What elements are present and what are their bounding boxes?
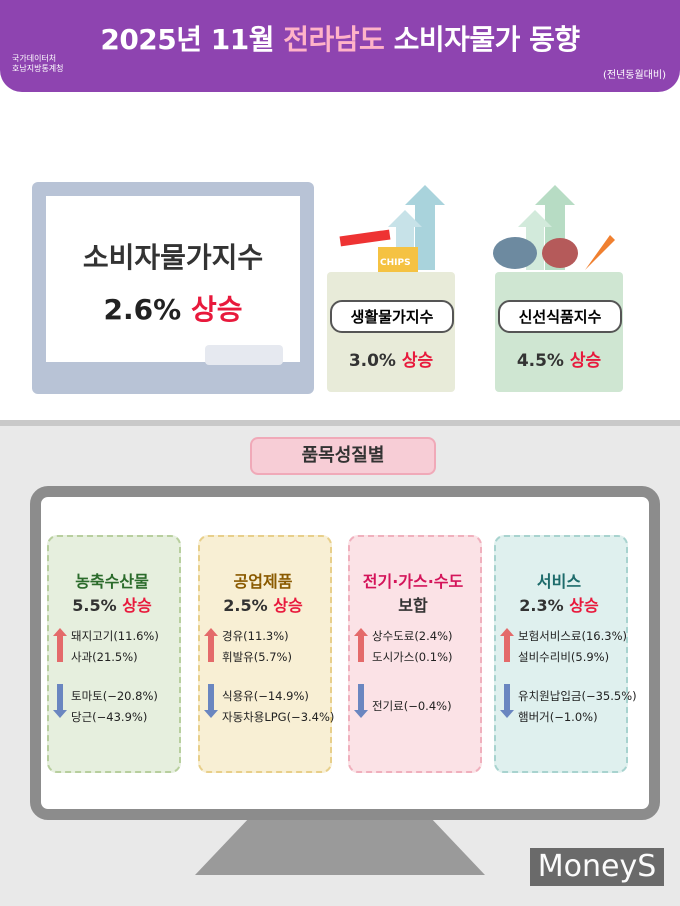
agency-line: 호남지방통계청 — [12, 64, 64, 73]
down-arrow — [354, 684, 368, 718]
group-name: 공업제품 — [233, 572, 293, 591]
whiteboard-surface — [46, 196, 300, 362]
group-value: 2.3% 상승 — [494, 592, 624, 616]
up-item: 사과(21.5%) — [71, 650, 138, 664]
agency: 국가데이터처 호남지방통계청 — [12, 54, 64, 74]
group-value: 2.5% 상승 — [198, 592, 328, 616]
title-date: 2025년 11월 — [100, 23, 275, 56]
header-band — [0, 0, 680, 92]
ticket — [198, 535, 332, 773]
fresh-rate: 4.5% — [516, 351, 564, 371]
down-item: 자동차용LPG(−3.4%) — [222, 710, 335, 724]
fresh-value: 4.5% 상승 — [489, 346, 629, 371]
watermark: MoneyS — [530, 848, 664, 886]
down-item: 햄버거(−1.0%) — [518, 710, 598, 724]
group-trend: 상승 — [273, 596, 303, 615]
up-item: 휘발유(5.7%) — [222, 650, 292, 664]
up-item: 도시가스(0.1%) — [372, 650, 453, 664]
up-item: 보험서비스료(16.3%) — [518, 629, 627, 643]
down-arrow — [204, 684, 218, 718]
down-item: 토마토(−20.8%) — [71, 689, 158, 703]
title: 2025년 11월 전라남도 소비자물가 동향 — [0, 18, 680, 58]
group-name: 서비스 — [536, 572, 582, 591]
agency-line: 국가데이터처 — [12, 54, 57, 63]
section-title: 품목성질별 — [250, 437, 436, 475]
group-rate: 2.3% — [519, 596, 564, 615]
group-value: 보합 — [348, 592, 478, 616]
note: (전년동월대비) — [602, 70, 666, 81]
monitor-stand — [195, 820, 485, 875]
ticket — [348, 535, 482, 773]
whiteboard-tray — [205, 345, 283, 365]
up-arrow — [500, 628, 514, 662]
ticket — [47, 535, 181, 773]
group-rate: 5.5% — [72, 596, 117, 615]
living-value: 3.0% 상승 — [321, 346, 461, 371]
title-suffix: 소비자물가 동향 — [393, 23, 581, 56]
cpi-trend: 상승 — [190, 293, 243, 326]
group-name: 농축수산물 — [75, 572, 149, 591]
cpi-value: 2.6% 상승 — [46, 288, 300, 328]
up-item: 돼지고기(11.6%) — [71, 629, 159, 643]
group-trend: 상승 — [569, 596, 599, 615]
down-item: 전기료(−0.4%) — [372, 699, 452, 713]
up-item: 상수도료(2.4%) — [372, 629, 453, 643]
living-label: 생활물가지수 — [330, 300, 454, 333]
ticket — [494, 535, 628, 773]
group-trend: 상승 — [122, 596, 152, 615]
group-value: 5.5% 상승 — [47, 592, 177, 616]
group-status: 보합 — [398, 596, 428, 615]
down-item: 유치원납입금(−35.5%) — [518, 689, 637, 703]
living-trend: 상승 — [401, 351, 434, 371]
up-arrow — [354, 628, 368, 662]
fresh-trend: 상승 — [569, 351, 602, 371]
down-arrow — [500, 684, 514, 718]
up-item: 경유(11.3%) — [222, 629, 289, 643]
down-item: 식용유(−14.9%) — [222, 689, 309, 703]
living-rate: 3.0% — [348, 351, 396, 371]
up-arrow — [53, 628, 67, 662]
cpi-rate: 2.6% — [103, 293, 182, 326]
group-rate: 2.5% — [223, 596, 268, 615]
fresh-label: 신선식품지수 — [498, 300, 622, 333]
chips-text: CHIPS — [380, 258, 411, 268]
down-arrow — [53, 684, 67, 718]
down-item: 당근(−43.9%) — [71, 710, 148, 724]
up-arrow — [204, 628, 218, 662]
illustration: CHIPS — [339, 185, 615, 275]
group-name: 전기·가스·수도 — [362, 572, 464, 591]
cpi-label: 소비자물가지수 — [82, 241, 264, 274]
up-item: 설비수리비(5.9%) — [518, 650, 610, 664]
title-region: 전라남도 — [283, 23, 385, 56]
